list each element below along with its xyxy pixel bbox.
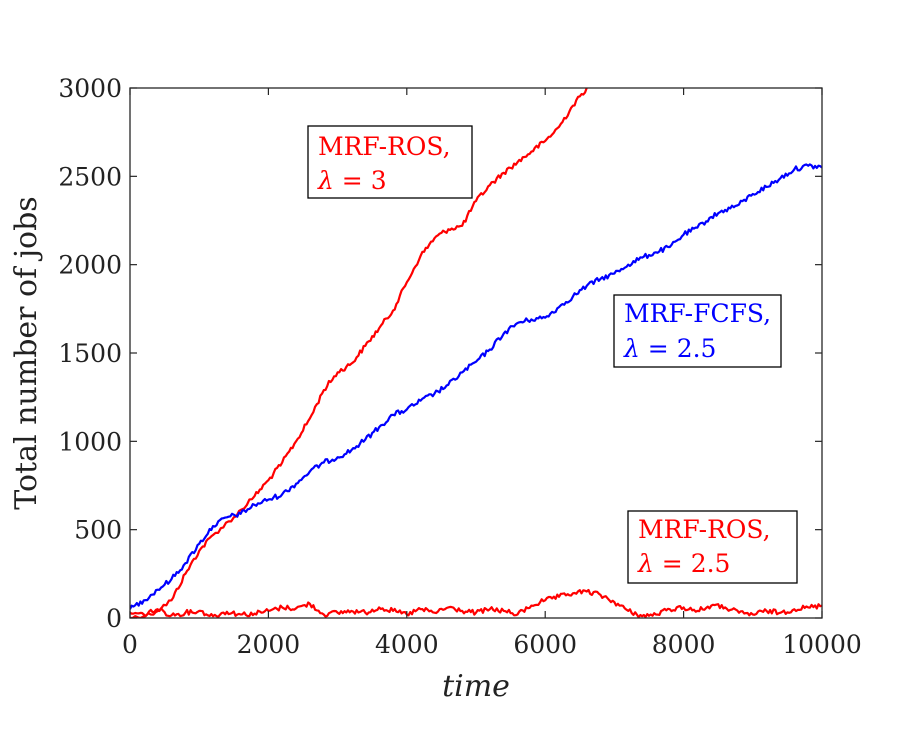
x-tick-label: 2000 <box>237 630 301 659</box>
x-tick-label: 0 <box>122 630 138 659</box>
annotation-value: = 2.5 <box>654 549 731 578</box>
x-tick-label: 8000 <box>652 630 716 659</box>
annotation-mrf-ros-lambda-2-5: MRF-ROS, λ = 2.5 <box>627 510 798 584</box>
y-tick-label: 500 <box>74 516 122 545</box>
y-tick-label: 1000 <box>58 427 122 456</box>
lambda-symbol: λ <box>637 549 654 578</box>
axis-ticks: 0 2000 4000 6000 8000 10000 0 500 1000 1500 2000 25… <box>58 74 861 659</box>
series-line-2 <box>130 163 822 610</box>
x-tick-label: 4000 <box>375 630 439 659</box>
annotation-line-1: MRF-FCFS, <box>624 299 771 328</box>
annotation-line-2: λ = 3 <box>317 166 387 195</box>
lambda-symbol: λ <box>317 166 334 195</box>
y-tick-label: 3000 <box>58 74 122 103</box>
plot-lines <box>130 88 822 618</box>
annotation-value: = 3 <box>334 166 387 195</box>
annotation-line-1: MRF-ROS, <box>638 515 771 544</box>
y-tick-label: 2000 <box>58 251 122 280</box>
series-line-1 <box>130 88 588 618</box>
annotation-line-1: MRF-ROS, <box>318 132 451 161</box>
y-axis-label: Total number of jobs <box>9 196 44 509</box>
lambda-symbol: λ <box>623 334 640 363</box>
series-line-3 <box>130 588 822 618</box>
y-tick-label: 2500 <box>58 162 122 191</box>
annotation-mrf-ros-lambda-3: MRF-ROS, λ = 3 <box>307 125 473 199</box>
annotation-box <box>307 125 473 199</box>
annotation-mrf-fcfs-lambda-2-5: MRF-FCFS, λ = 2.5 <box>613 294 782 368</box>
x-tick-label: 6000 <box>513 630 577 659</box>
annotation-value: = 2.5 <box>640 334 717 363</box>
x-tick-label: 10000 <box>782 630 862 659</box>
annotation-box <box>627 510 798 584</box>
annotation-line-2: λ = 2.5 <box>623 334 716 363</box>
y-tick-label: 1500 <box>58 339 122 368</box>
annotation-box <box>613 294 782 368</box>
annotation-line-2: λ = 2.5 <box>637 549 730 578</box>
y-tick-label: 0 <box>106 604 122 633</box>
x-axis-label: time <box>442 669 510 704</box>
